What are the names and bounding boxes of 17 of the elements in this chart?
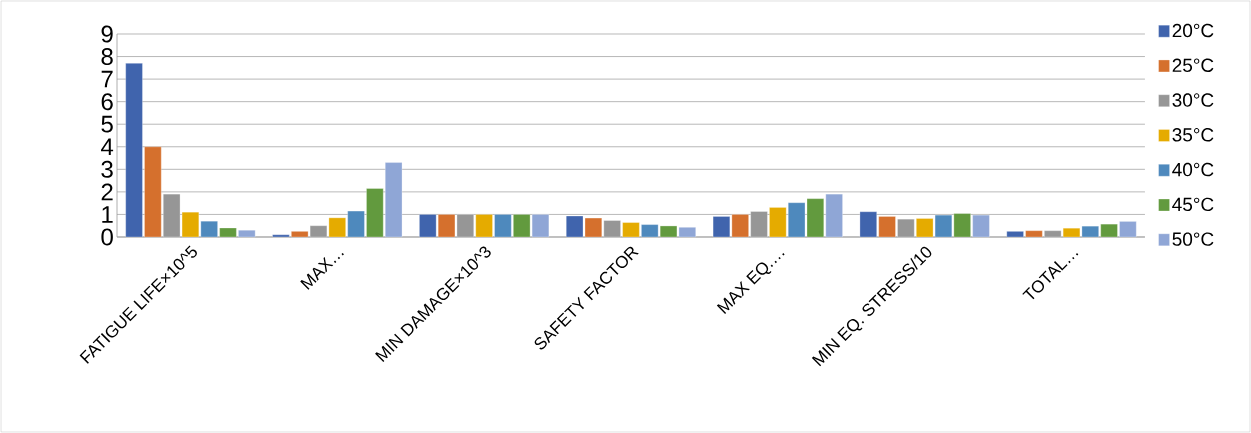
y-tick-label: 4 [101,138,114,156]
legend-label: 35°C [1172,128,1214,142]
y-tick-label: 1 [102,206,113,223]
legend-label: 45°C [1172,197,1214,212]
legend-label: 40°C [1172,162,1214,177]
y-tick-label: 0 [101,228,113,246]
legend-label: 25°C [1172,58,1214,73]
y-tick-label: 7 [101,70,113,88]
y-tick-label: 6 [101,93,113,111]
legend-label: 20°C [1172,23,1214,38]
y-tick-label: 8 [101,48,113,66]
y-tick-label: 2 [101,183,113,201]
y-tick-label: 5 [101,115,113,133]
y-tick-label: 3 [101,160,113,178]
legend-label: 50°C [1172,232,1214,246]
legend-label: 30°C [1172,93,1214,107]
y-tick-label: 9 [101,25,113,43]
